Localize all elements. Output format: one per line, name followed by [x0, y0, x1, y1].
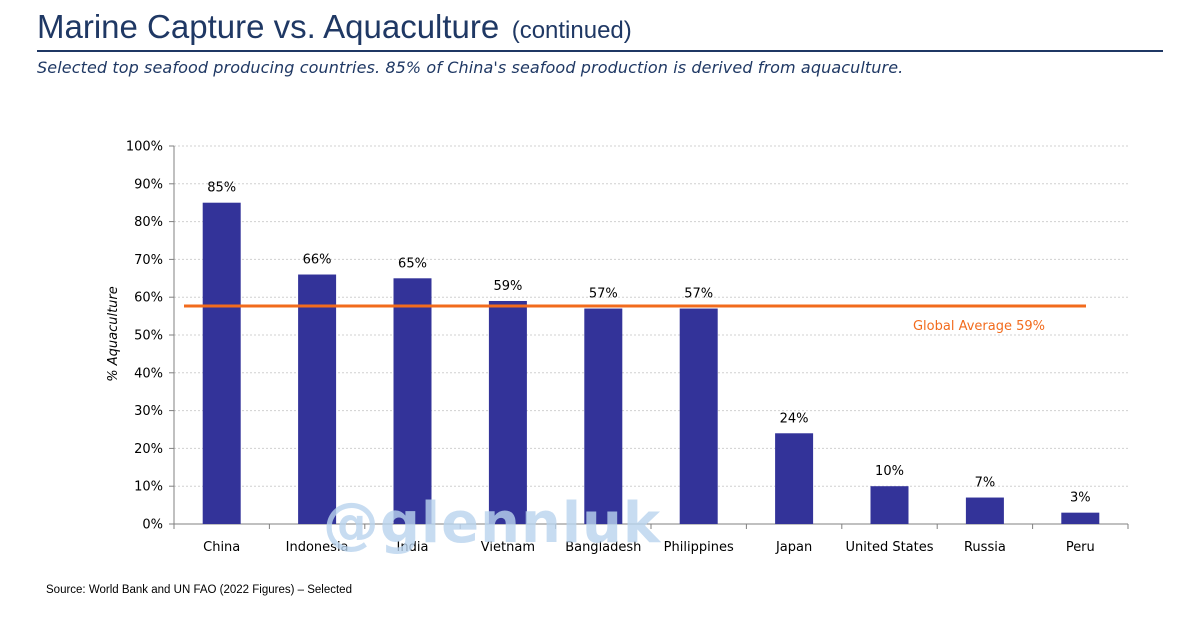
- data-label: 3%: [1070, 491, 1091, 506]
- watermark: @glennluk: [323, 491, 662, 556]
- y-tick-label: 60%: [134, 291, 163, 306]
- title-main: Marine Capture vs. Aquaculture: [37, 8, 500, 45]
- y-tick-label: 90%: [134, 177, 163, 192]
- data-label: 10%: [875, 464, 904, 479]
- x-tick-label: United States: [845, 540, 933, 555]
- axes: 0% 10% 20% 30% 40% 50% 60% 70% 80% 90% 100%: [126, 140, 1129, 533]
- x-tick-label: Philippines: [664, 540, 734, 555]
- data-label: 59%: [493, 279, 522, 294]
- bar-bangladesh: [584, 308, 623, 524]
- x-tick-label: Peru: [1066, 540, 1095, 555]
- y-tick-label: 0%: [142, 518, 163, 533]
- y-tick-label: 80%: [134, 215, 163, 230]
- y-axis-label: % Aquaculture: [106, 286, 121, 382]
- source-note: Source: World Bank and UN FAO (2022 Figu…: [46, 584, 352, 596]
- bar-vietnam: [488, 300, 527, 524]
- data-label: 24%: [780, 411, 809, 426]
- x-tick-label: Russia: [964, 540, 1006, 555]
- y-tick-label: 50%: [134, 329, 163, 344]
- data-labels: 85% China 66% Indonesia 65% India 59% Vietnam 57…: [203, 181, 1095, 555]
- bar-russia: [965, 497, 1004, 524]
- y-tick-label: 40%: [134, 366, 163, 381]
- x-tick-label: Indonesia: [286, 540, 349, 555]
- x-tick-label: Bangladesh: [565, 540, 641, 555]
- bar-philippines: [679, 308, 718, 524]
- gridlines: [174, 145, 1128, 487]
- x-tick-label: China: [203, 540, 240, 555]
- global-average-label: Global Average 59%: [913, 319, 1045, 334]
- bar-peru: [1061, 512, 1100, 524]
- x-tick-label: Japan: [775, 540, 812, 555]
- bars: [202, 202, 1100, 524]
- chart-subtitle: Selected top seafood producing countries…: [37, 58, 904, 77]
- y-tick-label: 70%: [134, 253, 163, 268]
- data-label: 57%: [589, 287, 618, 302]
- title-divider: [37, 50, 1163, 52]
- y-tick-label: 100%: [126, 140, 163, 155]
- data-label: 57%: [684, 287, 713, 302]
- chart-title: Marine Capture vs. Aquaculture (continue…: [37, 8, 632, 46]
- data-label: 7%: [975, 476, 996, 491]
- y-tick-label: 10%: [134, 480, 163, 495]
- data-label: 65%: [398, 256, 427, 271]
- reference-line-group: Global Average 59%: [184, 304, 1086, 334]
- bar-japan: [775, 433, 814, 524]
- title-suffix: (continued): [511, 17, 632, 44]
- bar-indonesia: [298, 274, 337, 524]
- x-tick-label: India: [397, 540, 429, 555]
- bar-china: [202, 202, 241, 524]
- data-label: 66%: [303, 253, 332, 268]
- bar-united-states: [870, 486, 909, 524]
- x-tick-label: Vietnam: [481, 540, 535, 555]
- bar-india: [393, 278, 432, 524]
- y-tick-label: 20%: [134, 442, 163, 457]
- data-label: 85%: [207, 181, 236, 196]
- y-tick-label: 30%: [134, 404, 163, 419]
